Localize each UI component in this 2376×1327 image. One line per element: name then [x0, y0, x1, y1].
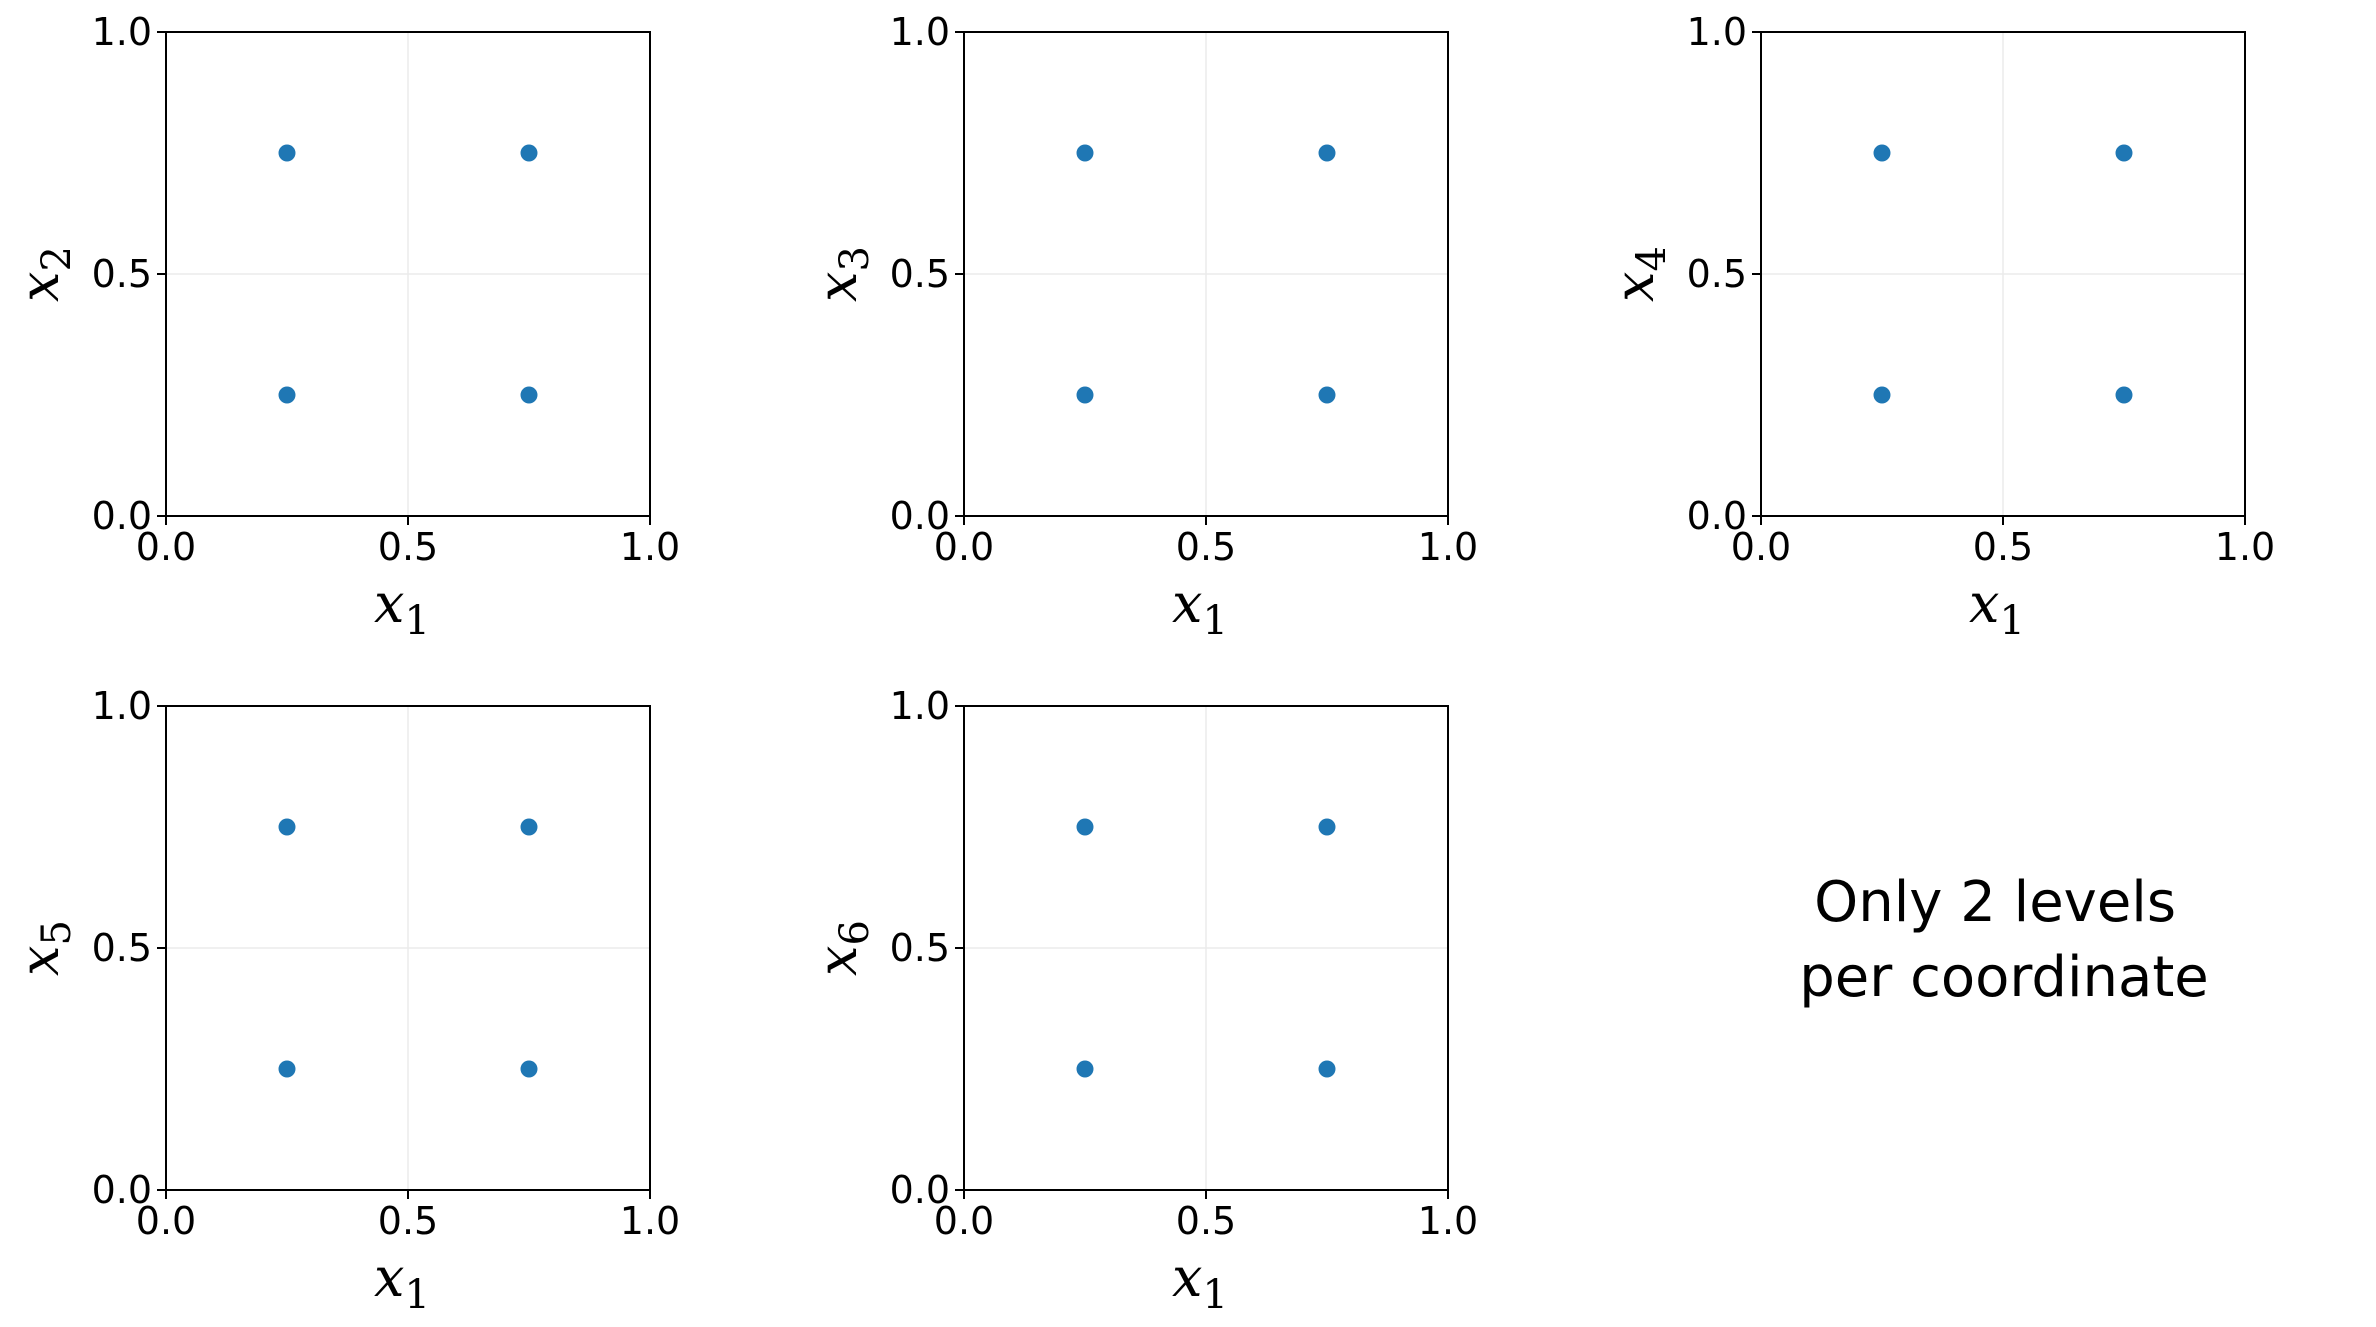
x-axis-label: x1: [374, 1246, 430, 1318]
annotation-text: Only 2 levels per coordinate: [1799, 870, 2209, 1010]
y-tick-label: 0.5: [92, 926, 152, 970]
y-tick-label: 0.5: [890, 926, 950, 970]
subplot-4: 0.0 0.5 1.0 0.0 0.5 1.0 x1 x5: [8, 684, 680, 1318]
data-point: [1076, 386, 1094, 404]
x-tick-label: 0.0: [934, 525, 994, 569]
y-axis-label: x6: [806, 920, 878, 976]
data-point: [278, 144, 296, 162]
data-point: [1318, 144, 1336, 162]
data-point: [1076, 818, 1094, 836]
y-tick-label: 0.0: [890, 1168, 950, 1212]
data-point: [278, 818, 296, 836]
x-tick-label: 1.0: [2215, 525, 2275, 569]
x-tick-label: 1.0: [1418, 1199, 1478, 1243]
x-tick-label: 0.0: [136, 1199, 196, 1243]
x-tick-label: 0.0: [1731, 525, 1791, 569]
data-point: [278, 386, 296, 404]
annotation-line-1: Only 2 levels: [1814, 870, 2176, 935]
y-tick-label: 1.0: [92, 684, 152, 728]
data-point: [520, 386, 538, 404]
subplot-5: 0.0 0.5 1.0 0.0 0.5 1.0 x1 x6: [806, 684, 1478, 1318]
x-tick-label: 1.0: [620, 1199, 680, 1243]
x-tick-label: 0.5: [1176, 1199, 1236, 1243]
y-axis-label: x3: [806, 246, 878, 302]
y-tick-label: 1.0: [890, 10, 950, 54]
x-tick-label: 0.0: [934, 1199, 994, 1243]
y-tick-label: 0.0: [1687, 494, 1747, 538]
y-tick-label: 0.0: [890, 494, 950, 538]
x-axis-label: x1: [374, 572, 430, 644]
x-tick-label: 0.5: [1176, 525, 1236, 569]
y-tick-label: 0.5: [1687, 252, 1747, 296]
y-tick-label: 0.5: [890, 252, 950, 296]
x-tick-label: 1.0: [620, 525, 680, 569]
y-axis-label: x5: [8, 920, 80, 976]
data-point: [1318, 1060, 1336, 1078]
annotation-line-2: per coordinate: [1799, 945, 2209, 1010]
data-point: [278, 1060, 296, 1078]
data-point: [520, 818, 538, 836]
x-axis-label: x1: [1969, 572, 2025, 644]
data-point: [1873, 386, 1891, 404]
subplot-2: 0.0 0.5 1.0 0.0 0.5 1.0 x1 x3: [806, 10, 1478, 644]
data-point: [2115, 386, 2133, 404]
y-tick-label: 1.0: [1687, 10, 1747, 54]
data-point: [520, 1060, 538, 1078]
x-tick-label: 0.0: [136, 525, 196, 569]
y-axis-label: x2: [8, 246, 80, 302]
y-tick-label: 0.0: [92, 494, 152, 538]
y-tick-label: 0.0: [92, 1168, 152, 1212]
x-tick-label: 0.5: [1973, 525, 2033, 569]
x-axis-label: x1: [1172, 1246, 1228, 1318]
x-tick-label: 0.5: [378, 525, 438, 569]
x-tick-label: 0.5: [378, 1199, 438, 1243]
x-axis-label: x1: [1172, 572, 1228, 644]
data-point: [520, 144, 538, 162]
subplot-1: 0.0 0.5 1.0 0.0 0.5 1.0 x1 x2: [8, 10, 680, 644]
y-axis-label: x4: [1603, 246, 1675, 302]
subplot-grid: 0.0 0.5 1.0 0.0 0.5 1.0 x1 x2 0.0 0.5 1.0 0.0 0.5 1.0…: [8, 10, 2275, 1318]
data-point: [2115, 144, 2133, 162]
data-point: [1076, 1060, 1094, 1078]
data-point: [1318, 818, 1336, 836]
data-point: [1873, 144, 1891, 162]
subplot-3: 0.0 0.5 1.0 0.0 0.5 1.0 x1 x4: [1603, 10, 2275, 644]
data-point: [1076, 144, 1094, 162]
y-tick-label: 0.5: [92, 252, 152, 296]
y-tick-label: 1.0: [92, 10, 152, 54]
data-point: [1318, 386, 1336, 404]
x-tick-label: 1.0: [1418, 525, 1478, 569]
y-tick-label: 1.0: [890, 684, 950, 728]
